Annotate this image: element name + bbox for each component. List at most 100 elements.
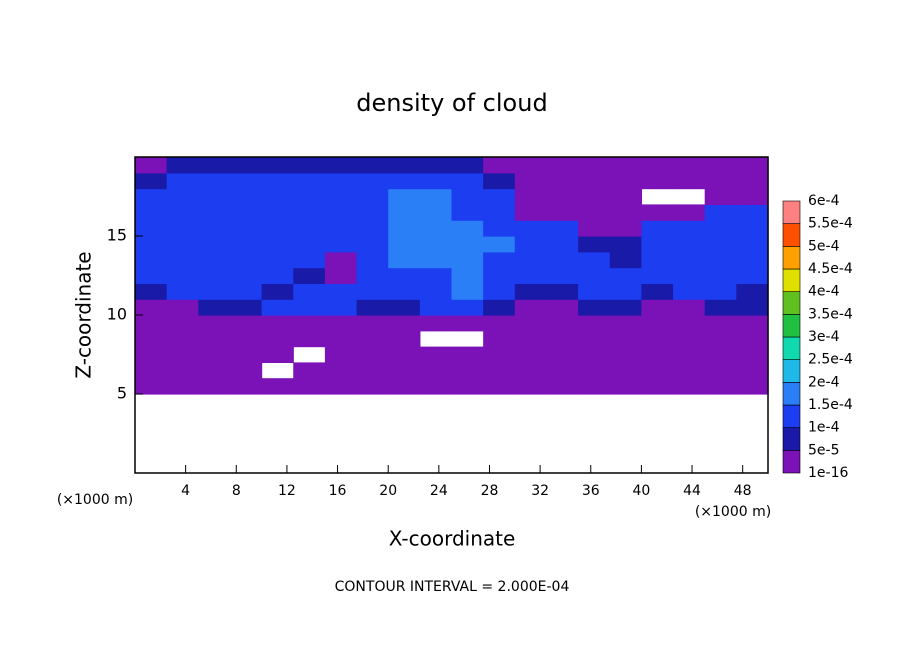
field-cell (546, 157, 579, 174)
field-cell (135, 299, 168, 316)
field-cell (578, 251, 611, 269)
field-cell (514, 362, 548, 379)
field-cell (609, 362, 642, 379)
colorbar-box (782, 314, 801, 338)
field-cell (419, 315, 453, 332)
field-cell (198, 346, 231, 363)
field-cell (483, 157, 516, 174)
field-cell (546, 236, 579, 253)
field-cell (198, 220, 231, 237)
field-cell (451, 172, 484, 190)
field-cell (736, 172, 769, 190)
field-cell (451, 204, 484, 221)
field-cell (229, 172, 263, 190)
field-cell (324, 330, 358, 348)
field-cell (166, 346, 199, 363)
field-cell (135, 315, 168, 332)
colorbar-box (782, 336, 801, 360)
field-cell (324, 283, 358, 300)
x-tick-label: 4 (181, 483, 190, 499)
field-cell (166, 236, 199, 253)
field-cell (166, 330, 199, 348)
field-cell (641, 220, 674, 237)
field-cell (166, 267, 199, 284)
field-cell (641, 315, 674, 332)
field-cell (546, 283, 579, 300)
field-cell (704, 204, 737, 221)
field-cell (451, 251, 484, 269)
field-cell (736, 220, 769, 237)
field-cell (514, 299, 548, 316)
field-cell (293, 172, 326, 190)
field-cell (578, 267, 611, 284)
field-cell (704, 283, 737, 300)
field-cell (483, 220, 516, 237)
field-cell (388, 299, 421, 316)
field-cell (261, 299, 294, 316)
field-cell (451, 378, 484, 395)
field-cell (293, 204, 326, 221)
field-cell (135, 346, 168, 363)
field-cell (166, 157, 199, 174)
x-tick-label: 8 (232, 483, 241, 499)
field-cell (514, 346, 548, 363)
field-cell (514, 236, 548, 253)
field-cell (736, 236, 769, 253)
field-cell (261, 283, 294, 300)
field-cell (198, 188, 231, 205)
field-cell (166, 378, 199, 395)
field-cell (198, 172, 231, 190)
field-cell (704, 267, 737, 284)
field-cell (388, 204, 421, 221)
field-cell (673, 378, 706, 395)
field-cell (356, 204, 389, 221)
field-cell (293, 236, 326, 253)
colorbar-label: 4.5e-4 (808, 261, 853, 277)
field-cell (229, 315, 263, 332)
x-tick-label: 36 (582, 483, 600, 499)
field-cell (356, 378, 389, 395)
field-cell (198, 204, 231, 221)
field-cell (388, 251, 421, 269)
field-cell (578, 330, 611, 348)
field-cell (736, 157, 769, 174)
field-cell (451, 236, 484, 253)
field-cell (578, 362, 611, 379)
field-cell (324, 236, 358, 253)
field-cell (356, 157, 389, 174)
field-cell (704, 188, 737, 205)
field-cell (135, 283, 168, 300)
field-cell (704, 362, 737, 379)
field-cell (261, 236, 294, 253)
field-cell (293, 315, 326, 332)
field-cell (419, 378, 453, 395)
field-cell (356, 188, 389, 205)
field-cell (641, 267, 674, 284)
field-cell (736, 283, 769, 300)
field-cell (166, 172, 199, 190)
field-cell (293, 330, 326, 348)
field-cell (135, 157, 168, 174)
field-cell (356, 236, 389, 253)
field-cell (419, 346, 453, 363)
field-cell (229, 299, 263, 316)
field-cell (166, 188, 199, 205)
field-cell (673, 267, 706, 284)
field-cell (135, 188, 168, 205)
field-cell (229, 251, 263, 269)
field-cell (673, 172, 706, 190)
field-cell (483, 204, 516, 221)
field-cell (673, 362, 706, 379)
field-cell (609, 267, 642, 284)
field-cell (546, 267, 579, 284)
field-cell (324, 362, 358, 379)
field-cell (229, 346, 263, 363)
field-cell (609, 204, 642, 221)
field-cell (198, 251, 231, 269)
field-cell (514, 204, 548, 221)
field-cell (229, 283, 263, 300)
field-cell (356, 346, 389, 363)
field-cell (704, 157, 737, 174)
field-cell (198, 236, 231, 253)
chart-title: density of cloud (356, 89, 547, 117)
